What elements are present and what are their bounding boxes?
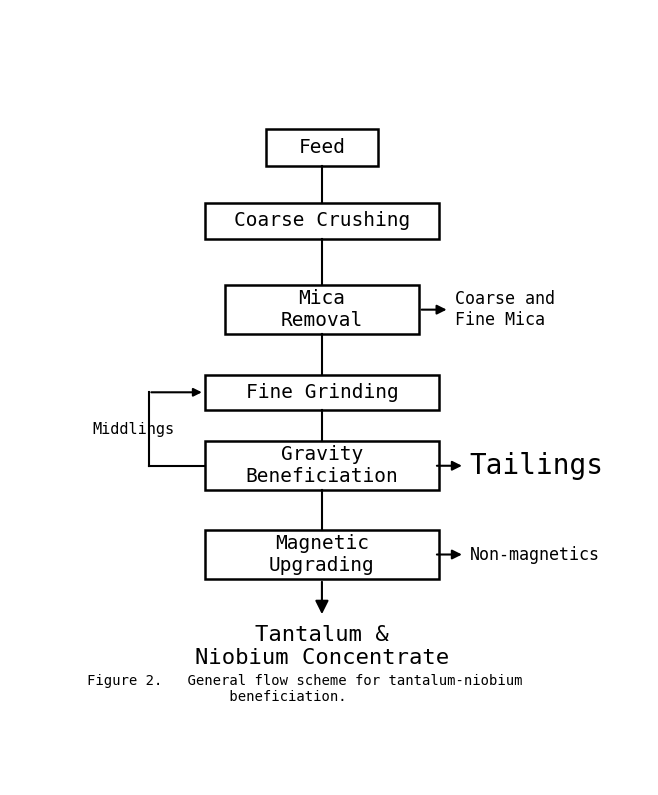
Text: Coarse and
Fine Mica: Coarse and Fine Mica bbox=[455, 290, 555, 329]
Text: Gravity
Beneficiation: Gravity Beneficiation bbox=[245, 445, 398, 487]
Text: Feed: Feed bbox=[299, 138, 345, 157]
Text: Coarse Crushing: Coarse Crushing bbox=[234, 211, 410, 231]
Text: Fine Grinding: Fine Grinding bbox=[245, 383, 398, 401]
Bar bbox=[205, 441, 440, 491]
Bar bbox=[205, 374, 440, 410]
Text: Non-magnetics: Non-magnetics bbox=[470, 545, 600, 564]
Bar bbox=[266, 129, 378, 166]
Bar bbox=[225, 285, 418, 334]
Bar bbox=[205, 530, 440, 579]
Text: Figure 2.   General flow scheme for tantalum-niobium
                 beneficiat: Figure 2. General flow scheme for tantal… bbox=[88, 674, 523, 704]
Text: Tantalum &
Niobium Concentrate: Tantalum & Niobium Concentrate bbox=[195, 625, 449, 668]
Text: Magnetic
Upgrading: Magnetic Upgrading bbox=[269, 534, 375, 575]
Bar bbox=[205, 203, 440, 239]
Text: Middlings: Middlings bbox=[92, 421, 174, 436]
Text: Mica
Removal: Mica Removal bbox=[281, 289, 363, 330]
Text: Tailings: Tailings bbox=[470, 452, 604, 479]
